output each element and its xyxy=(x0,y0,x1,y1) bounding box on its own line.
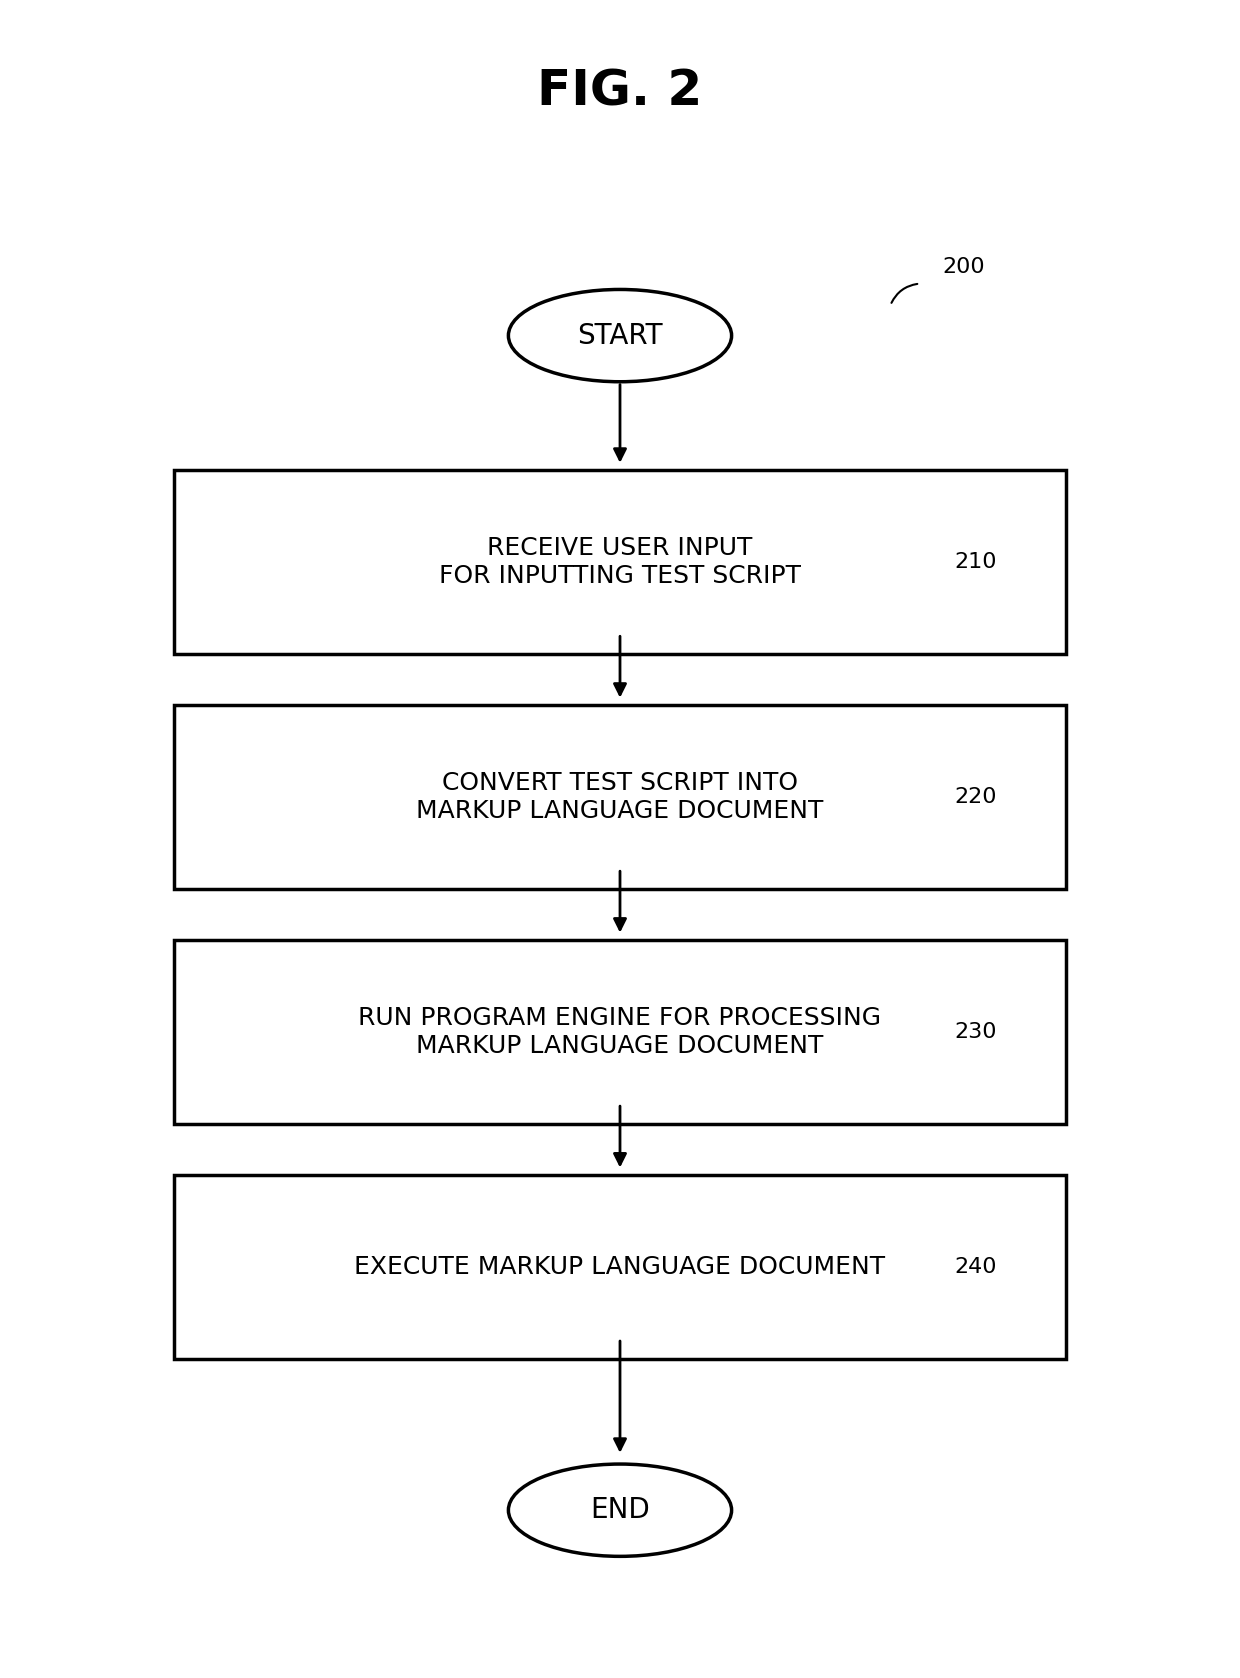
Text: FIG. 2: FIG. 2 xyxy=(537,67,703,116)
FancyBboxPatch shape xyxy=(174,705,1066,889)
Text: END: END xyxy=(590,1497,650,1524)
Text: 200: 200 xyxy=(942,257,985,277)
Text: START: START xyxy=(578,322,662,349)
Text: 220: 220 xyxy=(955,787,997,807)
Text: 230: 230 xyxy=(955,1022,997,1042)
FancyBboxPatch shape xyxy=(174,1175,1066,1359)
Ellipse shape xyxy=(508,1463,732,1557)
Text: CONVERT TEST SCRIPT INTO
MARKUP LANGUAGE DOCUMENT: CONVERT TEST SCRIPT INTO MARKUP LANGUAGE… xyxy=(417,772,823,822)
Text: 240: 240 xyxy=(955,1257,997,1277)
Text: 210: 210 xyxy=(955,552,997,572)
FancyBboxPatch shape xyxy=(174,470,1066,654)
FancyBboxPatch shape xyxy=(174,940,1066,1124)
Text: RECEIVE USER INPUT
FOR INPUTTING TEST SCRIPT: RECEIVE USER INPUT FOR INPUTTING TEST SC… xyxy=(439,537,801,587)
Ellipse shape xyxy=(508,289,732,381)
Text: EXECUTE MARKUP LANGUAGE DOCUMENT: EXECUTE MARKUP LANGUAGE DOCUMENT xyxy=(355,1255,885,1279)
Text: RUN PROGRAM ENGINE FOR PROCESSING
MARKUP LANGUAGE DOCUMENT: RUN PROGRAM ENGINE FOR PROCESSING MARKUP… xyxy=(358,1007,882,1057)
